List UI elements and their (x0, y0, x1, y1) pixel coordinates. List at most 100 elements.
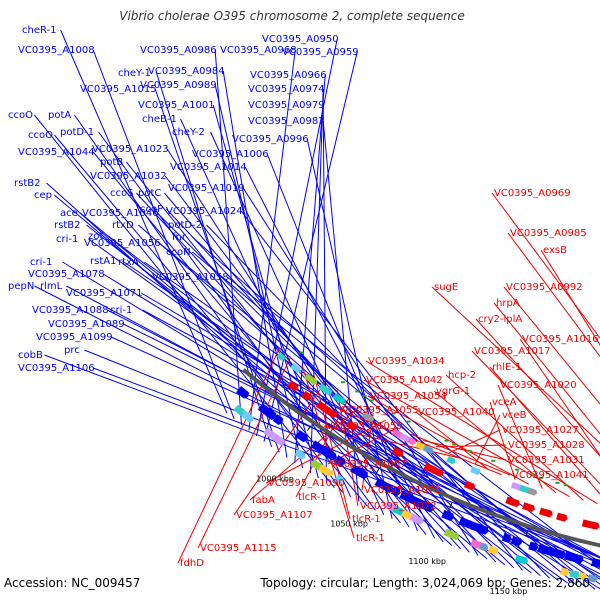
reverse-gene-label: vceB (502, 410, 527, 421)
chromosome-backbone (241, 368, 600, 548)
forward-label-connector (122, 323, 600, 559)
orthology-block (276, 352, 285, 361)
reverse-gene-label: VC0395_A1034 (368, 356, 445, 367)
reverse-gene-label: vgrG-1 (436, 386, 470, 397)
reverse-gene-label: VC0395_A1055 (342, 405, 419, 416)
reverse-label-connector (489, 366, 600, 495)
reverse-gene-label: VC0395_A1072 (360, 501, 437, 512)
forward-gene-label: VC0395_A1056 (84, 238, 161, 249)
reverse-label-connector (363, 379, 570, 498)
reverse-label-connector (445, 374, 584, 501)
forward-gene-label: VC0395_A1015 (80, 84, 157, 95)
forward-gene-label: cobB (18, 350, 43, 361)
reverse-gene-label: hrpA (496, 298, 520, 309)
forward-label-connector (142, 309, 600, 558)
gc-mark (555, 481, 560, 484)
forward-gene-label: VC0395_A0996 (232, 134, 309, 145)
gc-mark (444, 439, 449, 442)
forward-gene-label: VC0395_A1071 (66, 288, 143, 299)
forward-gene-label: rtxA (118, 257, 139, 268)
orthology-block (414, 441, 426, 451)
reverse-gene-label: VC0395_A1090 (268, 478, 345, 489)
reverse-label-connector (336, 390, 359, 507)
orthology-block (294, 449, 306, 460)
reverse-gene-arrow (391, 446, 404, 458)
reverse-label-connector (365, 360, 598, 505)
forward-gene-label: VC0395_A1078 (28, 269, 105, 280)
gc-mark (563, 484, 568, 487)
forward-label-connector (93, 367, 600, 559)
reverse-label-connector (410, 433, 511, 476)
reverse-gene-label: VC0395_A1027 (502, 425, 579, 436)
forward-gene-label: cheB-1 (142, 114, 177, 125)
forward-gene-arrow (390, 486, 401, 497)
reverse-label-connector (433, 390, 557, 494)
forward-label-connector (107, 235, 559, 582)
gc-mark (515, 468, 520, 471)
reverse-gene-label: VC0395_A1115 (200, 543, 277, 554)
forward-gene-arrow (441, 509, 454, 522)
forward-gene-label: cep (34, 190, 52, 201)
orthology-block (527, 487, 538, 496)
forward-gene-label: VC0395_A0968 (220, 45, 297, 56)
forward-label-connector (322, 104, 327, 483)
reverse-gene-label: VC0395_A1067 (330, 459, 407, 470)
reverse-label-connector (415, 411, 489, 471)
reverse-gene-label: VC0395_A1054 (370, 391, 447, 402)
forward-gene-arrow (510, 535, 522, 547)
reverse-label-connector (493, 302, 600, 435)
forward-gene-arrow (236, 386, 249, 399)
forward-gene-label: VC0395_A1008 (18, 45, 95, 56)
forward-gene-arrow (265, 408, 277, 420)
forward-label-connector (60, 29, 228, 414)
orthology-block (514, 554, 529, 565)
gc-mark (531, 474, 536, 477)
reverse-gene-arrow (505, 496, 520, 508)
orthology-block (569, 569, 580, 579)
forward-label-connector (92, 49, 235, 420)
orthology-block (271, 433, 285, 446)
reverse-gene-label: exsB (543, 245, 567, 256)
orthology-block (443, 528, 460, 541)
reverse-gene-arrow (590, 521, 600, 530)
forward-gene-arrow (572, 553, 584, 564)
orthology-block (391, 428, 403, 439)
forward-gene-label: ccoP (140, 204, 163, 215)
orthology-block (240, 410, 254, 423)
forward-gene-label: VC0395_A1019 (168, 183, 245, 194)
forward-gene-label: rstB2 (14, 178, 40, 189)
kbp-tick-label: 1000 kbp (256, 475, 294, 484)
forward-gene-arrow (591, 558, 600, 568)
reverse-gene-label: fdhD (180, 558, 204, 569)
forward-gene-label: cri-1 (56, 234, 78, 245)
forward-gene-arrow (295, 430, 308, 443)
forward-gene-label: pepN (8, 281, 34, 292)
forward-gene-label: VC0395_A0950 (262, 34, 339, 45)
forward-gene-label: VC0395_A0966 (250, 70, 327, 81)
gc-mark (369, 399, 374, 402)
gc-mark (362, 395, 367, 398)
forward-gene-label: cheY-2 (172, 127, 205, 138)
reverse-gene-label: VC0395_A1016 (522, 334, 599, 345)
reverse-gene-label: fabA (252, 495, 275, 506)
reverse-gene-label: VC0395_A1070 (364, 485, 441, 496)
reverse-gene-arrow (556, 512, 568, 522)
forward-gene-label: ccoS (110, 188, 133, 199)
forward-gene-arrow (475, 523, 489, 535)
forward-label-connector (126, 161, 427, 535)
reverse-gene-label: tlcR-1 (356, 533, 385, 544)
map-title: Vibrio cholerae O395 chromosome 2, compl… (119, 9, 464, 23)
orthology-block (290, 362, 301, 373)
kbp-tick-label: 1150 kbp (490, 587, 528, 596)
reverse-gene-arrow (323, 405, 338, 419)
forward-gene-arrow (424, 502, 434, 513)
forward-gene-label: VC0395_A0974 (248, 84, 325, 95)
forward-gene-label: potC (138, 188, 161, 199)
reverse-gene-label: sugE (434, 282, 458, 293)
forward-gene-label: VC0395_A1046 (82, 208, 159, 219)
forward-gene-arrow (374, 477, 387, 490)
forward-gene-label: zot (88, 231, 103, 242)
reverse-gene-arrow (301, 390, 311, 401)
reverse-label-connector (177, 347, 281, 564)
